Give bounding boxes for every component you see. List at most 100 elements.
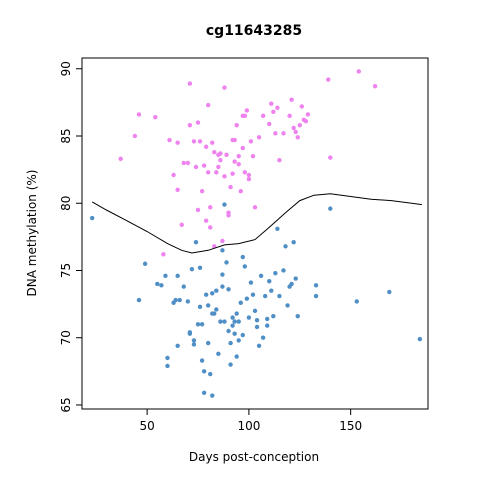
data-point bbox=[230, 315, 235, 320]
data-point bbox=[248, 139, 254, 144]
data-point bbox=[199, 358, 205, 363]
data-point bbox=[244, 296, 250, 301]
data-point bbox=[193, 164, 199, 170]
data-point bbox=[242, 264, 248, 269]
data-point bbox=[289, 281, 294, 287]
data-point bbox=[313, 293, 319, 299]
data-point bbox=[205, 170, 211, 175]
data-point bbox=[220, 238, 225, 244]
data-point bbox=[165, 363, 170, 369]
data-point bbox=[230, 171, 235, 176]
data-point bbox=[281, 268, 286, 273]
data-point bbox=[275, 226, 280, 231]
data-point bbox=[252, 205, 258, 210]
data-point bbox=[185, 299, 191, 304]
data-point bbox=[238, 188, 243, 194]
data-point bbox=[260, 335, 266, 340]
data-point bbox=[277, 158, 282, 163]
plot-area bbox=[89, 69, 423, 398]
data-point bbox=[254, 324, 260, 330]
x-axis-label: Days post-conception bbox=[189, 450, 319, 464]
data-point bbox=[293, 129, 298, 135]
data-point bbox=[155, 281, 160, 287]
data-point bbox=[232, 319, 237, 324]
data-point bbox=[175, 343, 180, 348]
data-point bbox=[191, 342, 197, 347]
data-point bbox=[256, 343, 262, 348]
data-point bbox=[175, 140, 180, 145]
data-point bbox=[171, 172, 176, 178]
data-point bbox=[224, 152, 229, 158]
data-point bbox=[230, 323, 235, 328]
data-point bbox=[201, 390, 207, 396]
data-point bbox=[142, 261, 148, 266]
data-point bbox=[222, 85, 227, 90]
data-point bbox=[210, 291, 215, 296]
data-point bbox=[281, 131, 286, 136]
data-point bbox=[265, 323, 270, 328]
data-point bbox=[240, 254, 245, 260]
data-point bbox=[293, 276, 298, 281]
data-point bbox=[220, 284, 225, 289]
data-point bbox=[210, 393, 215, 398]
data-point bbox=[295, 135, 300, 140]
data-point bbox=[269, 101, 274, 106]
data-point bbox=[275, 105, 280, 110]
data-point bbox=[260, 113, 266, 119]
data-point bbox=[303, 119, 309, 124]
data-point bbox=[246, 176, 252, 182]
data-point bbox=[214, 307, 219, 312]
data-point bbox=[252, 308, 258, 314]
data-point bbox=[212, 311, 217, 316]
data-point bbox=[267, 279, 272, 284]
data-point bbox=[283, 244, 288, 249]
data-point bbox=[236, 162, 241, 167]
y-tick-label: 75 bbox=[59, 263, 73, 278]
data-point bbox=[250, 292, 256, 297]
data-point bbox=[267, 121, 272, 127]
data-point bbox=[165, 355, 170, 361]
data-point bbox=[240, 332, 245, 338]
data-point bbox=[195, 120, 201, 125]
data-point bbox=[189, 266, 195, 272]
data-point bbox=[136, 112, 142, 117]
data-point bbox=[299, 104, 305, 109]
data-point bbox=[203, 144, 209, 149]
data-point bbox=[236, 153, 241, 159]
data-point bbox=[175, 187, 180, 192]
data-point bbox=[218, 158, 223, 163]
data-point bbox=[387, 289, 392, 295]
data-point bbox=[222, 174, 227, 179]
y-tick-label: 85 bbox=[59, 128, 73, 143]
data-point bbox=[216, 164, 221, 170]
data-point bbox=[197, 304, 203, 309]
data-point bbox=[258, 273, 264, 279]
data-point bbox=[222, 202, 227, 207]
data-point bbox=[289, 97, 294, 102]
data-point bbox=[238, 300, 243, 305]
data-point bbox=[179, 222, 184, 227]
data-point bbox=[220, 248, 225, 253]
chart-title: cg11643285 bbox=[206, 23, 302, 39]
plot-frame bbox=[81, 57, 429, 410]
data-point bbox=[208, 225, 213, 230]
data-point bbox=[187, 330, 193, 335]
data-point bbox=[277, 293, 282, 299]
data-point bbox=[232, 159, 237, 164]
data-point bbox=[224, 260, 229, 265]
data-point bbox=[242, 113, 248, 119]
data-point bbox=[305, 112, 311, 117]
data-point bbox=[244, 108, 250, 113]
data-point bbox=[226, 328, 231, 334]
data-point bbox=[214, 170, 219, 175]
data-point bbox=[297, 123, 302, 128]
y-tick-label: 70 bbox=[59, 330, 73, 345]
data-point bbox=[246, 172, 252, 178]
y-tick-label: 80 bbox=[59, 196, 73, 211]
data-point bbox=[232, 137, 237, 143]
data-point bbox=[175, 273, 180, 279]
data-point bbox=[254, 318, 260, 323]
y-tick-label: 65 bbox=[59, 397, 73, 412]
data-point bbox=[256, 135, 262, 140]
